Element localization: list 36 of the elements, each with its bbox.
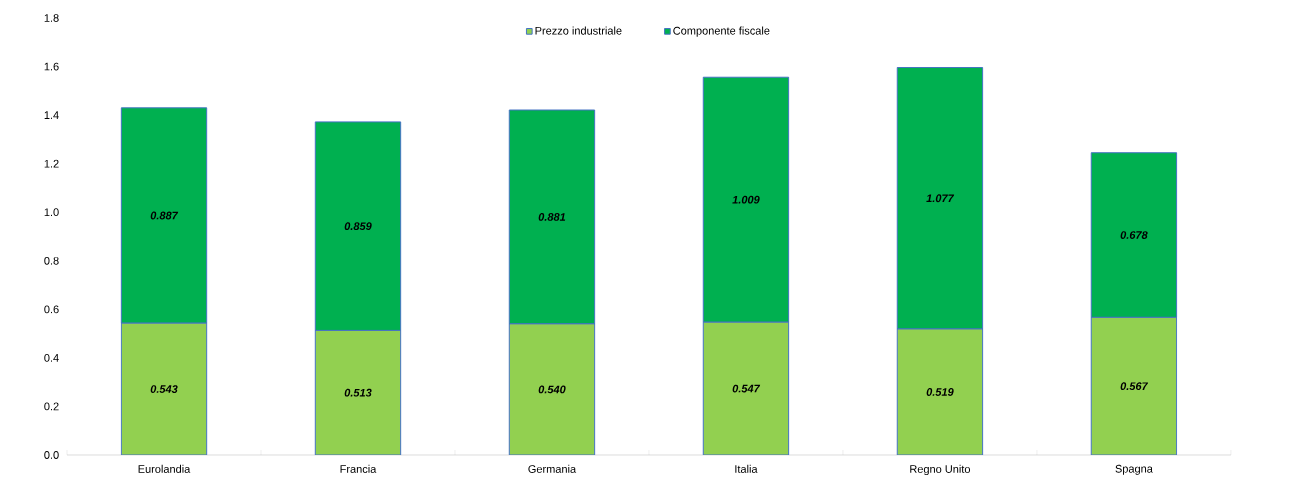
x-tick-label: Germania bbox=[528, 464, 577, 473]
bar bbox=[508, 323, 596, 455]
data-label: 0.540 bbox=[538, 385, 566, 394]
y-tick-label: 0.0 bbox=[44, 451, 59, 459]
bar bbox=[702, 321, 790, 455]
y-tick-label: 0.6 bbox=[44, 305, 59, 314]
bar bbox=[120, 322, 208, 455]
y-tick-label: 0.8 bbox=[44, 256, 59, 265]
bar bbox=[314, 329, 402, 455]
legend-label: Prezzo industriale bbox=[535, 26, 622, 35]
x-tick-label: Francia bbox=[340, 464, 377, 473]
bar bbox=[896, 328, 984, 455]
data-label: 0.547 bbox=[732, 384, 761, 393]
bar bbox=[1090, 316, 1178, 455]
data-label: 1.077 bbox=[926, 194, 955, 203]
y-tick-label: 0.2 bbox=[44, 402, 59, 411]
data-label: 0.881 bbox=[538, 213, 566, 221]
x-tick-label: Spagna bbox=[1115, 464, 1153, 475]
y-tick-label: 1.4 bbox=[44, 111, 59, 119]
data-label: 1.009 bbox=[732, 195, 760, 204]
data-label: 0.567 bbox=[1120, 382, 1149, 391]
y-tick-label: 1.6 bbox=[44, 62, 59, 71]
data-label: 0.513 bbox=[344, 388, 372, 397]
y-tick-label: 1.2 bbox=[44, 159, 59, 168]
y-tick-label: 1.0 bbox=[44, 208, 59, 217]
data-label: 0.519 bbox=[926, 388, 954, 396]
x-tick-label: Italia bbox=[735, 464, 758, 473]
data-label: 0.859 bbox=[344, 222, 372, 231]
data-label: 0.543 bbox=[150, 385, 178, 393]
x-tick-label: Regno Unito bbox=[910, 464, 971, 476]
y-tick-label: 0.4 bbox=[44, 353, 59, 362]
data-label: 0.887 bbox=[150, 211, 179, 220]
x-tick-label: Eurolandia bbox=[138, 464, 191, 473]
data-label: 0.678 bbox=[1120, 231, 1148, 239]
y-tick-label: 1.8 bbox=[44, 14, 59, 22]
legend-label: Componente fiscale bbox=[673, 26, 770, 37]
